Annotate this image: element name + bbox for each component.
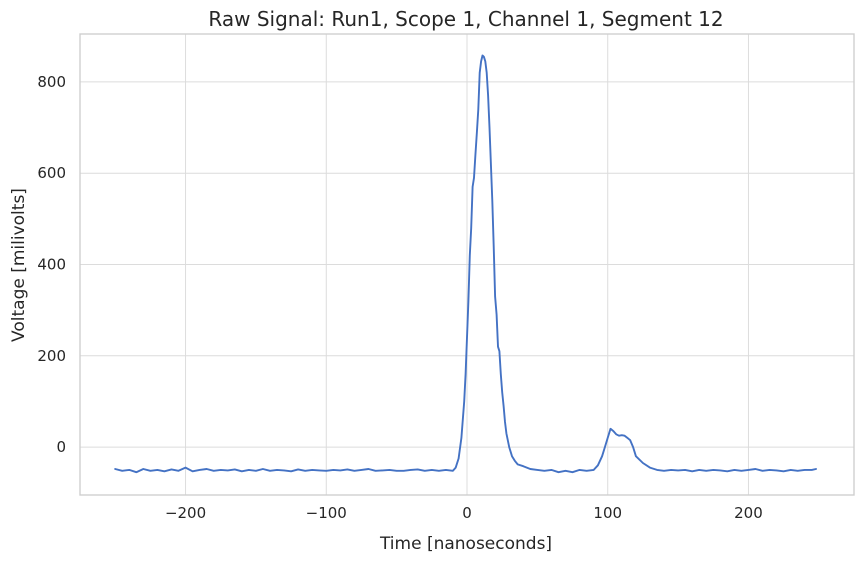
series-layer <box>114 54 817 474</box>
y-tick-label: 800 <box>37 73 66 91</box>
x-axis-label: Time [nanoseconds] <box>379 534 552 554</box>
y-tick-label: 400 <box>37 256 66 274</box>
y-tick-label: 600 <box>37 164 66 182</box>
x-tick-label: 100 <box>593 504 622 522</box>
signal-line <box>114 54 817 474</box>
plot-frame <box>79 33 855 496</box>
y-tick-label: 0 <box>56 438 66 456</box>
y-axis-label: Voltage [milivolts] <box>9 188 29 342</box>
x-tick-label: −200 <box>165 504 206 522</box>
chart-title: Raw Signal: Run1, Scope 1, Channel 1, Se… <box>208 7 723 31</box>
x-tick-label: 200 <box>734 504 763 522</box>
tick-labels: −200 −100 0 100 200 0 200 400 600 800 <box>37 73 762 522</box>
y-tick-label: 200 <box>37 347 66 365</box>
x-tick-label: −100 <box>306 504 347 522</box>
x-tick-label: 0 <box>462 504 472 522</box>
grid <box>80 34 854 495</box>
